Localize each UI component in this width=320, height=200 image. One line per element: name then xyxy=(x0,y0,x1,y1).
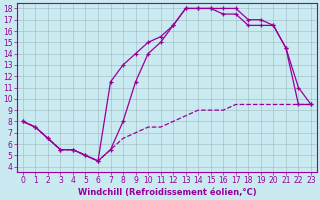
X-axis label: Windchill (Refroidissement éolien,°C): Windchill (Refroidissement éolien,°C) xyxy=(77,188,256,197)
